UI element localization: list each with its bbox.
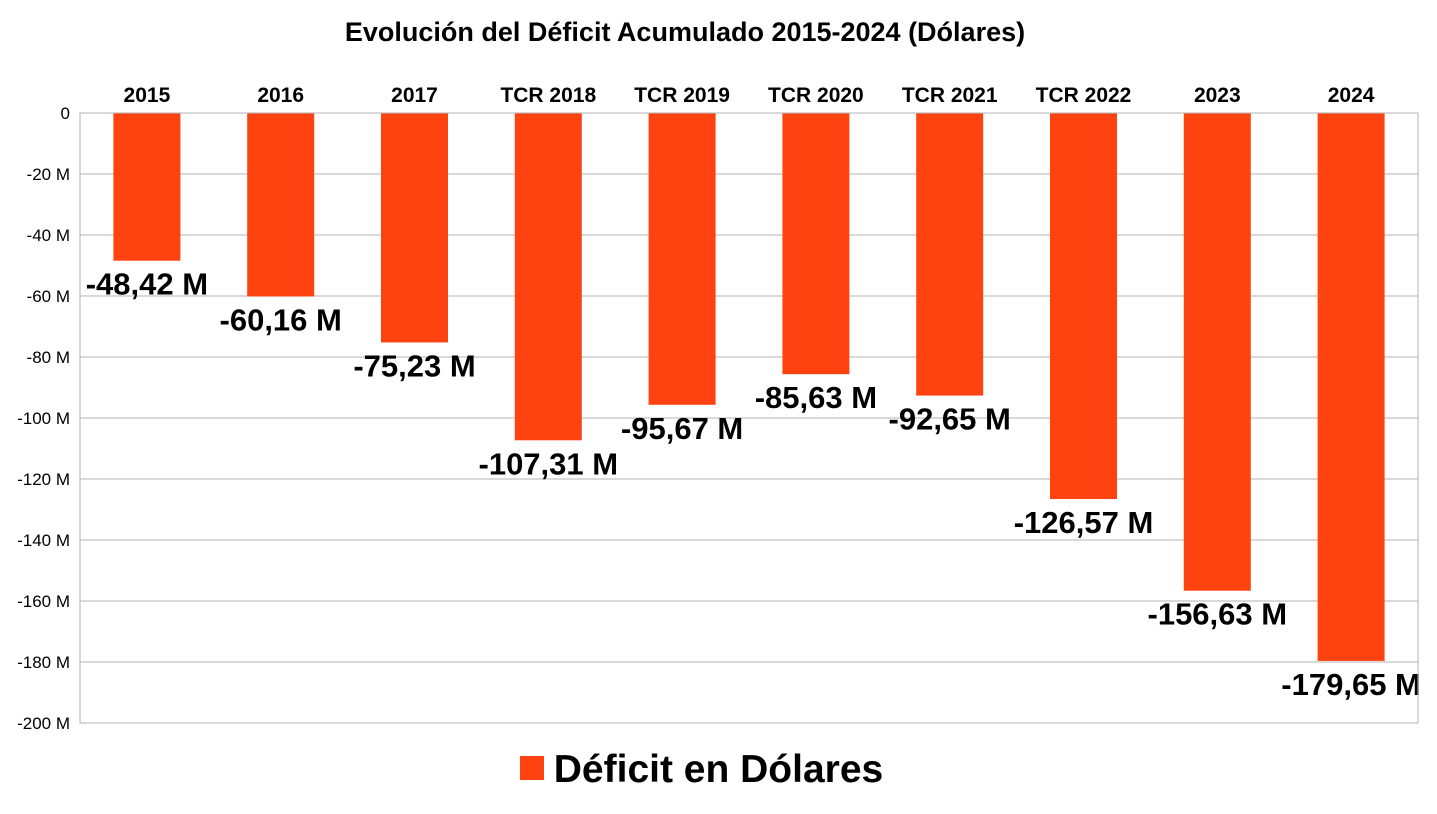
category-label: TCR 2020 xyxy=(768,84,864,107)
data-label: -75,23 M xyxy=(353,348,475,383)
bar xyxy=(648,113,716,405)
category-label: 2024 xyxy=(1328,84,1375,107)
bar xyxy=(514,113,582,441)
bar xyxy=(113,113,181,261)
data-label: -156,63 M xyxy=(1148,597,1288,632)
plot-area-frame xyxy=(79,112,1419,724)
bars xyxy=(113,113,1385,661)
bar xyxy=(1183,113,1251,591)
category-label: TCR 2021 xyxy=(902,84,998,107)
bar xyxy=(916,113,984,396)
category-label: TCR 2022 xyxy=(1036,84,1132,107)
y-tick-label: -40 M xyxy=(27,226,70,245)
y-tick-label: -60 M xyxy=(27,287,70,306)
category-labels: 2015 2016 2017 TCR 2018 TCR 2019 TCR 2020 TCR … xyxy=(124,84,1375,107)
data-label: -126,57 M xyxy=(1014,505,1154,540)
category-label: 2015 xyxy=(124,84,171,107)
bar xyxy=(247,113,315,297)
chart-title: Evolución del Déficit Acumulado 2015-202… xyxy=(344,17,1026,47)
y-tick-label: -180 M xyxy=(17,653,70,672)
bar xyxy=(1317,113,1385,661)
data-label: -95,67 M xyxy=(621,411,743,446)
y-tick-label: -100 M xyxy=(17,409,70,428)
y-tick-label: 0 xyxy=(61,104,70,123)
category-label: TCR 2018 xyxy=(500,84,596,107)
category-label: 2023 xyxy=(1194,84,1241,107)
y-tick-label: -160 M xyxy=(17,592,70,611)
y-tick-label: -200 M xyxy=(17,714,70,733)
legend-swatch xyxy=(519,756,544,780)
data-label: -92,65 M xyxy=(889,402,1011,437)
data-label: -179,65 M xyxy=(1281,667,1421,702)
category-label: 2017 xyxy=(391,84,438,107)
data-label: -60,16 M xyxy=(220,302,342,337)
y-tick-label: -140 M xyxy=(17,531,70,550)
y-tick-label: -120 M xyxy=(17,470,70,489)
legend-label: Déficit en Dólares xyxy=(553,748,884,791)
data-label: -107,31 M xyxy=(479,446,619,481)
data-label: -85,63 M xyxy=(755,380,877,415)
y-tick-label: -20 M xyxy=(27,165,70,184)
bar xyxy=(1050,113,1117,500)
legend: Déficit en Dólares xyxy=(0,748,1403,792)
data-labels: -48,42 M -60,16 M -75,23 M -107,31 M-95,67 … xyxy=(86,267,1421,702)
category-label: 2016 xyxy=(257,84,304,107)
y-tick-label: -80 M xyxy=(27,348,70,367)
bar xyxy=(782,113,850,375)
bar xyxy=(381,113,448,343)
data-label: -48,42 M xyxy=(86,267,208,302)
category-label: TCR 2019 xyxy=(634,84,730,107)
y-axis-ticks: 0 -20 M -40 M -60 M -80 M -100 M -120 M -140 M -… xyxy=(17,104,70,733)
